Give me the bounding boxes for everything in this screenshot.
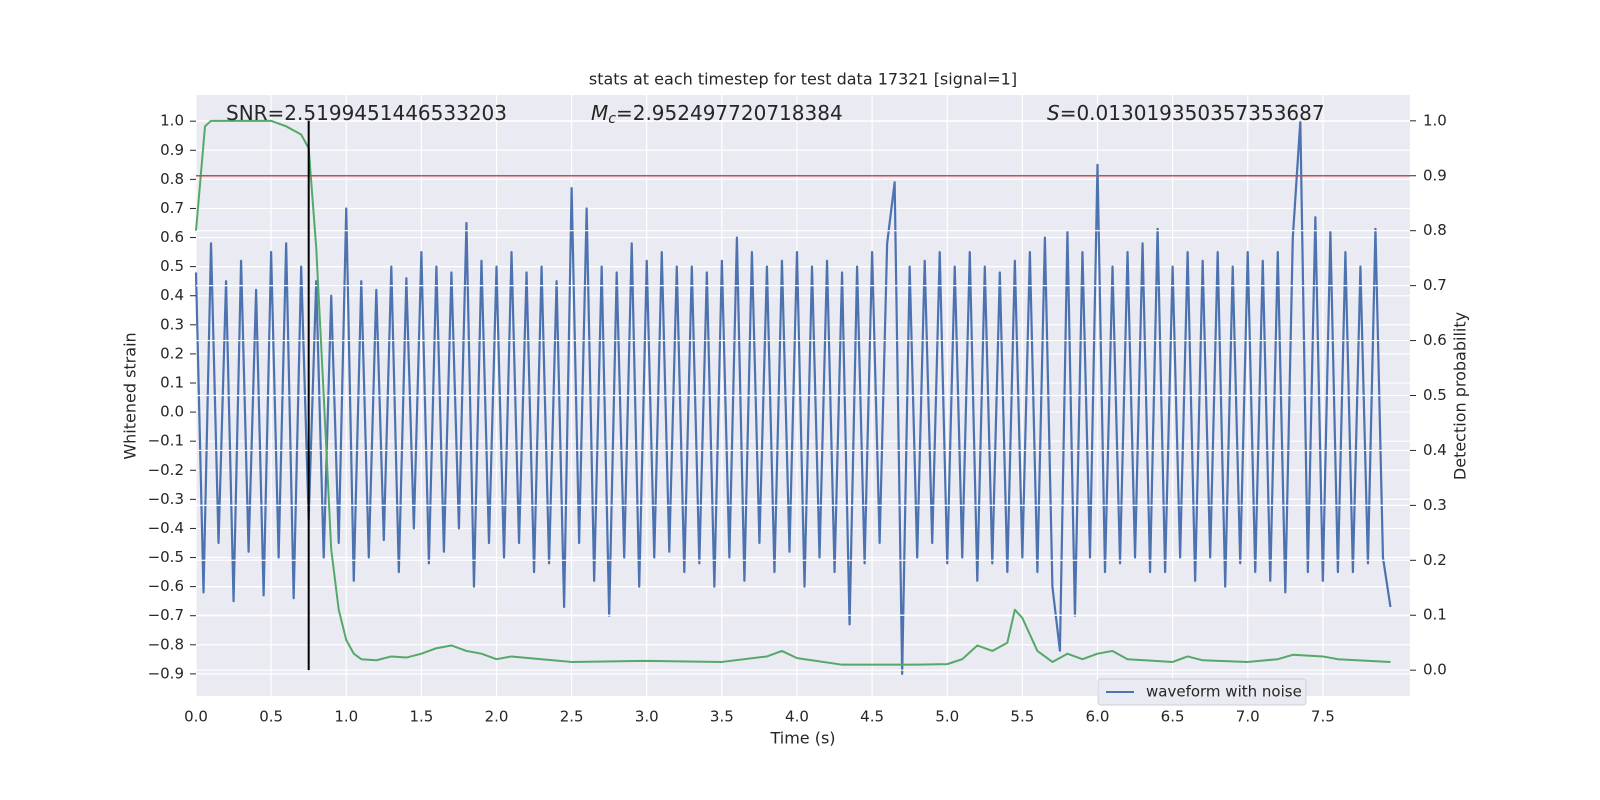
y2-tick-label: 0.3: [1423, 496, 1447, 514]
waveform-line: [194, 120, 1392, 675]
x-tick-label: 2.5: [560, 708, 584, 726]
x-tick-label: 0.5: [259, 708, 283, 726]
y2-tick-label: 0.0: [1423, 661, 1447, 679]
annotation-symbol: M: [591, 101, 608, 125]
y-tick-label: −0.8: [148, 635, 184, 653]
y-tick-label: −0.6: [148, 577, 184, 595]
y-tick-label: 0.7: [160, 199, 184, 217]
annotation-subscript: c: [608, 111, 616, 127]
x-tick-label: 7.5: [1311, 708, 1335, 726]
y2-tick-label: 0.1: [1423, 606, 1447, 624]
x-tick-label: 1.5: [409, 708, 433, 726]
probability-line: [195, 119, 1391, 666]
y-tick-label: 0.2: [160, 344, 184, 362]
y2-tick-label: 0.8: [1423, 221, 1447, 239]
annotation-text: =2.952497720718384: [616, 101, 843, 125]
y-tick-label: −0.3: [148, 490, 184, 508]
y-tick-label: 0.1: [160, 373, 184, 391]
legend-label: waveform with noise: [1146, 683, 1302, 701]
annotation-text: SNR=2.5199451446533203: [226, 101, 507, 125]
annotation: SNR=2.5199451446533203: [226, 101, 507, 125]
x-tick-label: 6.0: [1086, 708, 1110, 726]
x-axis-label: Time (s): [769, 729, 835, 748]
y-tick-label: 0.0: [160, 403, 184, 421]
x-tick-label: 5.5: [1010, 708, 1034, 726]
y-tick-label: 0.6: [160, 228, 184, 246]
y2-tick-label: 1.0: [1423, 111, 1447, 129]
annotation-text: =0.013019350357353687: [1060, 101, 1325, 125]
x-tick-label: 3.5: [710, 708, 734, 726]
y-tick-label: 0.8: [160, 170, 184, 188]
y2-tick-label: 0.7: [1423, 276, 1447, 294]
x-tick-label: 2.0: [485, 708, 509, 726]
annotation-symbol: S: [1047, 101, 1060, 125]
x-tick-label: 4.0: [785, 708, 809, 726]
y2-tick-label: 0.2: [1423, 551, 1447, 569]
y-tick-label: 1.0: [160, 112, 184, 130]
y2-axis-label: Detection probability: [1451, 312, 1470, 480]
annotation: Mc=2.952497720718384: [591, 101, 843, 128]
y-axis-label: Whitened strain: [121, 332, 140, 459]
x-tick-label: 4.5: [860, 708, 884, 726]
y-tick-label: 0.3: [160, 315, 184, 333]
y-tick-label: −0.7: [148, 606, 184, 624]
y-tick-label: 0.4: [160, 286, 184, 304]
x-tick-label: 6.5: [1161, 708, 1185, 726]
y-tick-label: −0.5: [148, 548, 184, 566]
y2-tick-label: 0.4: [1423, 441, 1447, 459]
x-tick-label: 0.0: [184, 708, 208, 726]
annotation: S=0.013019350357353687: [1047, 101, 1325, 125]
y-tick-label: −0.4: [148, 519, 184, 537]
y2-tick-label: 0.9: [1423, 166, 1447, 184]
y2-tick-label: 0.5: [1423, 386, 1447, 404]
legend-box: [1097, 678, 1307, 706]
x-tick-label: 1.0: [334, 708, 358, 726]
y-tick-label: 0.9: [160, 141, 184, 159]
chart-title: stats at each timestep for test data 173…: [589, 70, 1017, 89]
y-tick-label: 0.5: [160, 257, 184, 275]
legend: waveform with noise: [1097, 678, 1307, 706]
y2-tick-label: 0.6: [1423, 331, 1447, 349]
x-tick-label: 3.0: [635, 708, 659, 726]
y-tick-label: −0.9: [148, 664, 184, 682]
y-tick-label: −0.2: [148, 461, 184, 479]
y-tick-label: −0.1: [148, 432, 184, 450]
x-tick-label: 7.0: [1236, 708, 1260, 726]
x-tick-label: 5.0: [935, 708, 959, 726]
